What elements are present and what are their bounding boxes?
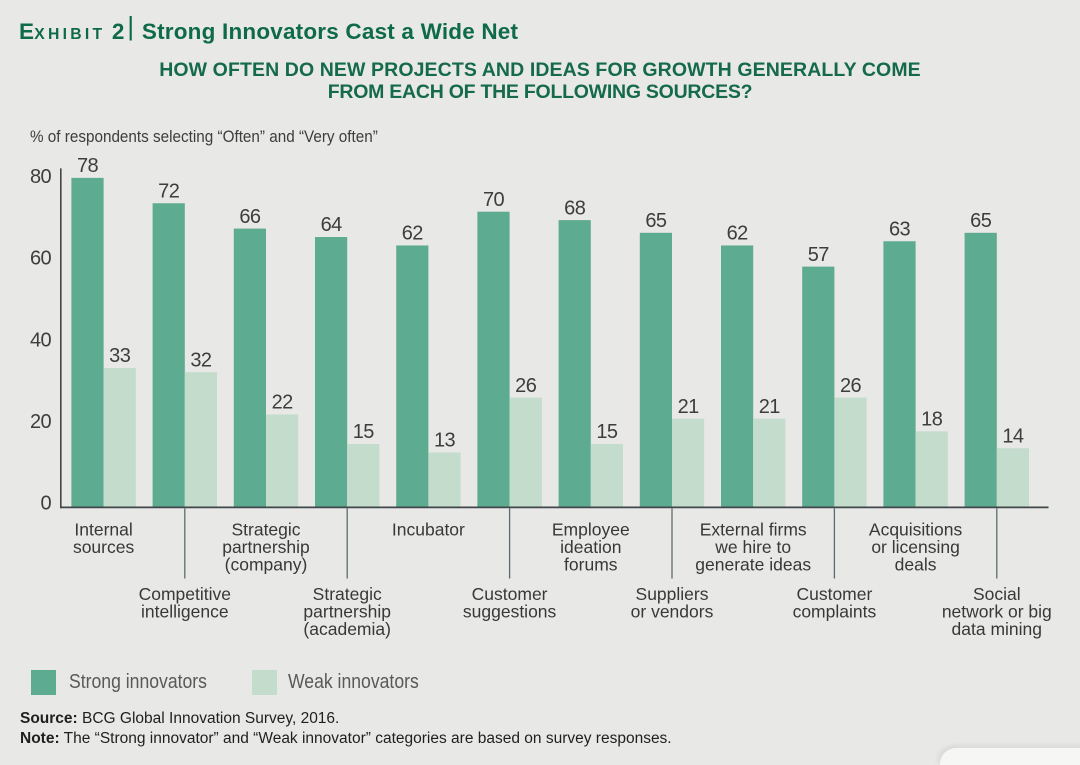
svg-text:63: 63 [889, 218, 911, 240]
svg-text:13: 13 [434, 430, 456, 452]
svg-text:70: 70 [483, 189, 505, 211]
svg-text:64: 64 [321, 214, 343, 236]
svg-text:14: 14 [1002, 425, 1024, 447]
svg-text:72: 72 [158, 180, 180, 202]
svg-text:40: 40 [30, 329, 52, 351]
svg-text:18: 18 [921, 409, 943, 431]
svg-text:22: 22 [272, 392, 294, 414]
svg-text:26: 26 [515, 375, 537, 397]
svg-text:0: 0 [40, 493, 51, 515]
svg-text:21: 21 [759, 396, 781, 418]
svg-text:32: 32 [190, 349, 212, 371]
svg-text:33: 33 [109, 345, 131, 367]
svg-text:15: 15 [596, 421, 618, 443]
svg-text:20: 20 [30, 411, 52, 433]
svg-text:62: 62 [727, 223, 749, 245]
svg-text:26: 26 [840, 375, 862, 397]
svg-text:62: 62 [402, 223, 424, 245]
svg-text:80: 80 [30, 166, 52, 188]
svg-text:65: 65 [970, 210, 992, 232]
svg-text:68: 68 [564, 197, 586, 219]
svg-text:78: 78 [77, 155, 99, 177]
svg-text:Incubator: Incubator [392, 519, 465, 539]
svg-text:15: 15 [353, 421, 375, 443]
svg-text:57: 57 [808, 244, 830, 266]
svg-text:66: 66 [239, 206, 261, 228]
svg-text:60: 60 [30, 248, 52, 270]
svg-text:65: 65 [645, 210, 667, 232]
svg-text:21: 21 [678, 396, 700, 418]
